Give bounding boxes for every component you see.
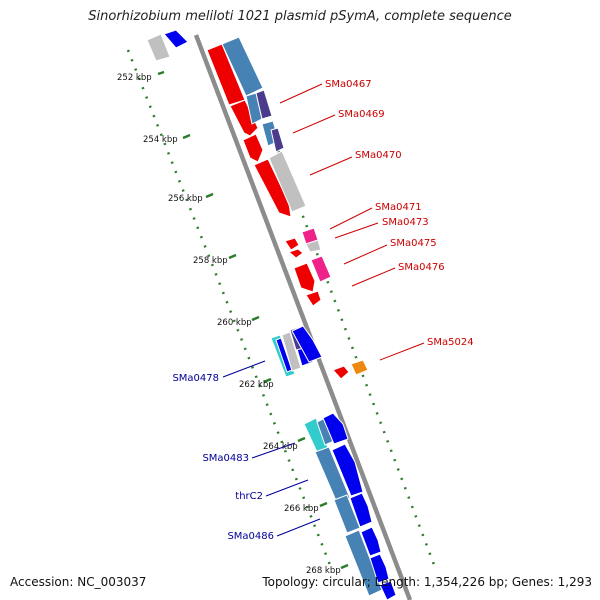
gene-label: thrC2 xyxy=(235,491,263,502)
gene-feature xyxy=(255,89,273,120)
forward-leader-lines xyxy=(279,83,425,361)
gene-label: SMa0473 xyxy=(382,217,429,228)
leader-line xyxy=(309,156,353,176)
gene-label: SMa0483 xyxy=(202,453,249,464)
gene-feature xyxy=(284,237,300,251)
gene-feature xyxy=(360,526,382,557)
leader-line xyxy=(379,342,425,361)
backbone xyxy=(193,34,413,600)
gene-feature xyxy=(291,325,323,363)
ruler-label-258: 258 kbp xyxy=(193,256,228,266)
tick-262 xyxy=(263,377,272,384)
leader-line xyxy=(343,244,388,265)
leader-line xyxy=(292,114,336,134)
tick-252 xyxy=(157,70,165,76)
ruler-labels: 252 kbp 254 kbp 256 kbp 258 kbp 260 kbp … xyxy=(117,73,341,576)
gene-label: SMa0478 xyxy=(172,373,219,384)
gene-label: SMa0475 xyxy=(390,238,437,249)
ruler-label-264: 264 kbp xyxy=(263,442,298,452)
ruler-ticks xyxy=(157,70,349,570)
gene-feature xyxy=(163,29,189,49)
topology-summary-text: Topology: circular; Length: 1,354,226 bp… xyxy=(262,575,592,589)
tick-256 xyxy=(205,192,214,199)
gene-feature xyxy=(349,492,373,528)
gene-label: SMa0476 xyxy=(398,262,445,273)
gene-label: SMa0469 xyxy=(338,109,385,120)
gene-feature xyxy=(305,239,322,253)
gene-feature xyxy=(221,36,264,97)
leader-line xyxy=(222,360,266,378)
ruler-label-266: 266 kbp xyxy=(284,504,319,514)
forward-gene-labels: SMa0467 SMa0469 SMa0470 SMa0471 SMa0473 … xyxy=(325,79,474,348)
gene-feature xyxy=(331,443,364,497)
gene-label: SMa0486 xyxy=(227,531,274,542)
gene-feature xyxy=(270,127,285,153)
reverse-gene-labels: SMa0478 SMa0483 thrC2 SMa0486 xyxy=(172,373,274,542)
leader-line xyxy=(334,222,379,239)
gene-feature xyxy=(333,494,361,534)
map-title: Sinorhizobium meliloti 1021 plasmid pSym… xyxy=(88,9,512,24)
gene-feature xyxy=(146,33,171,62)
gene-feature xyxy=(310,255,332,283)
gene-feature xyxy=(253,158,292,218)
ruler-label-252: 252 kbp xyxy=(117,73,152,83)
gene-feature xyxy=(350,359,369,376)
leader-line xyxy=(279,83,323,104)
gene-feature xyxy=(268,150,307,213)
gene-feature xyxy=(281,331,302,372)
tick-260 xyxy=(251,315,260,322)
tick-264 xyxy=(297,436,306,443)
gene-label: SMa5024 xyxy=(427,337,474,348)
leader-line xyxy=(276,518,321,537)
ruler-label-254: 254 kbp xyxy=(143,135,178,145)
ruler-label-256: 256 kbp xyxy=(168,194,203,204)
gene-feature xyxy=(332,365,350,380)
reverse-leader-lines xyxy=(222,360,321,537)
tick-268 xyxy=(340,563,349,570)
leader-line xyxy=(251,442,296,459)
gene-feature xyxy=(322,412,349,445)
gene-feature xyxy=(293,262,316,293)
leader-line xyxy=(351,267,396,287)
gene-feature xyxy=(305,290,322,307)
gene-label: SMa0470 xyxy=(355,150,402,161)
gene-feature xyxy=(242,133,264,163)
tick-258 xyxy=(228,253,237,260)
gene-feature xyxy=(229,99,259,137)
gene-label: SMa0467 xyxy=(325,79,372,90)
accession-text: Accession: NC_003037 xyxy=(10,575,147,589)
ruler-label-260: 260 kbp xyxy=(217,318,252,328)
gene-feature xyxy=(369,553,390,584)
leader-line xyxy=(329,207,373,230)
ruler-label-268: 268 kbp xyxy=(306,566,341,576)
gene-feature xyxy=(379,580,397,600)
gene-feature xyxy=(288,248,304,259)
leader-line xyxy=(265,479,309,497)
gene-label: SMa0471 xyxy=(375,202,422,213)
ruler-label-262: 262 kbp xyxy=(239,380,274,390)
tick-254 xyxy=(182,133,191,140)
tick-266 xyxy=(319,501,328,508)
